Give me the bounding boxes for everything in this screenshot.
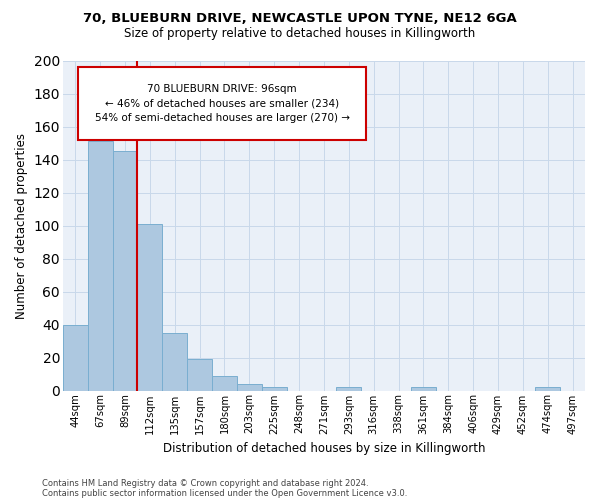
Bar bbox=[337, 387, 361, 390]
Bar bbox=[535, 387, 560, 390]
Bar bbox=[212, 376, 237, 390]
Bar bbox=[113, 152, 137, 390]
Text: Contains HM Land Registry data © Crown copyright and database right 2024.: Contains HM Land Registry data © Crown c… bbox=[42, 478, 368, 488]
Text: 70, BLUEBURN DRIVE, NEWCASTLE UPON TYNE, NE12 6GA: 70, BLUEBURN DRIVE, NEWCASTLE UPON TYNE,… bbox=[83, 12, 517, 26]
Bar bbox=[237, 384, 262, 390]
Bar bbox=[63, 324, 88, 390]
Y-axis label: Number of detached properties: Number of detached properties bbox=[15, 132, 28, 318]
Bar bbox=[411, 387, 436, 390]
Text: Size of property relative to detached houses in Killingworth: Size of property relative to detached ho… bbox=[124, 28, 476, 40]
X-axis label: Distribution of detached houses by size in Killingworth: Distribution of detached houses by size … bbox=[163, 442, 485, 455]
FancyBboxPatch shape bbox=[79, 67, 365, 140]
Bar bbox=[162, 333, 187, 390]
Text: Contains public sector information licensed under the Open Government Licence v3: Contains public sector information licen… bbox=[42, 488, 407, 498]
Text: 70 BLUEBURN DRIVE: 96sqm
← 46% of detached houses are smaller (234)
54% of semi-: 70 BLUEBURN DRIVE: 96sqm ← 46% of detach… bbox=[95, 84, 350, 123]
Bar bbox=[137, 224, 162, 390]
Bar bbox=[88, 142, 113, 390]
Bar bbox=[262, 387, 287, 390]
Bar bbox=[187, 359, 212, 390]
